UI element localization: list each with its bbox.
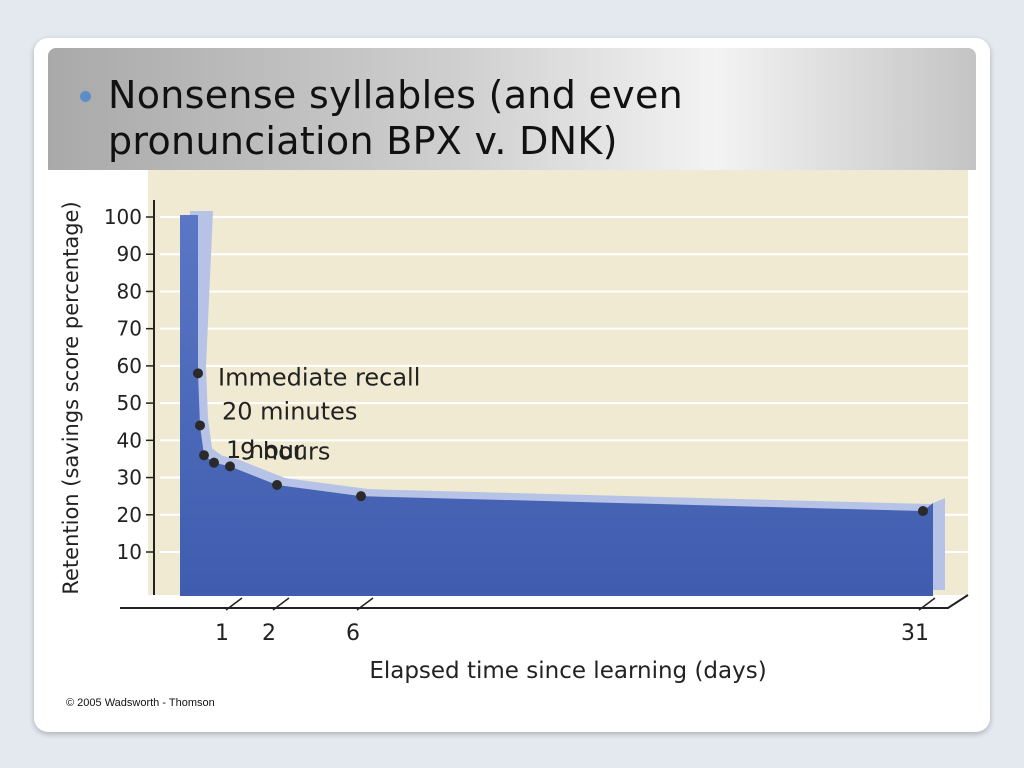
y-tick-label: 10 [117,540,142,564]
annotation-label: Immediate recall [218,363,420,391]
annotation-label: 9 hours [240,438,330,466]
annotation-label: 20 minutes [222,397,357,425]
y-axis-label: Retention (savings score percentage) [59,201,83,594]
data-point [195,420,205,431]
data-point [209,457,219,468]
data-point [918,506,928,517]
x-tick-label: 1 [215,621,229,646]
y-tick-label: 70 [117,317,142,341]
data-point [193,368,203,379]
y-tick-label: 80 [117,279,142,303]
y-tick-label: 40 [117,428,142,452]
retention-chart: 10 20 30 40 50 60 70 80 90 100 Immediate recall 20 … [59,200,969,684]
copyright-text: © 2005 Wadsworth - Thomson [66,697,215,709]
data-point [272,480,282,490]
bullet-text-line-1: Nonsense syllables (and even [108,73,684,117]
x-tick-mark [225,597,243,611]
y-tick-label: 30 [117,466,142,490]
figure-area: 10 20 30 40 50 60 70 80 90 100 Immediate recall 20 … [48,170,976,690]
area-highlight [190,211,945,590]
data-point [225,461,235,472]
data-point [199,450,209,461]
x-tick-mark [272,597,290,611]
y-tick-label: 90 [117,242,142,266]
bullet-text: Nonsense syllables (and even pronunciati… [108,72,768,164]
bullet-dot-icon [80,91,91,102]
y-tick-label: 50 [117,391,142,415]
x-tick-label: 2 [262,621,276,646]
annotation-label: 1 hour [226,436,304,464]
area-fill [180,215,933,596]
data-point [356,491,366,502]
x-axis-label: Elapsed time since learning (days) [369,658,766,684]
x-axis-line [120,594,969,609]
bullet-text-line-2: pronunciation BPX v. DNK) [108,119,618,163]
x-tick-mark [356,597,374,611]
x-tick-label: 6 [346,621,360,646]
x-tick-mark [918,597,936,611]
y-tick-label: 60 [117,354,142,378]
x-tick-label: 31 [901,621,929,646]
y-tick-label: 20 [117,503,142,527]
y-tick-label: 100 [104,205,142,229]
